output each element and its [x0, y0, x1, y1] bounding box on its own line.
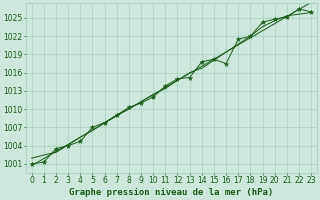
X-axis label: Graphe pression niveau de la mer (hPa): Graphe pression niveau de la mer (hPa) — [69, 188, 274, 197]
